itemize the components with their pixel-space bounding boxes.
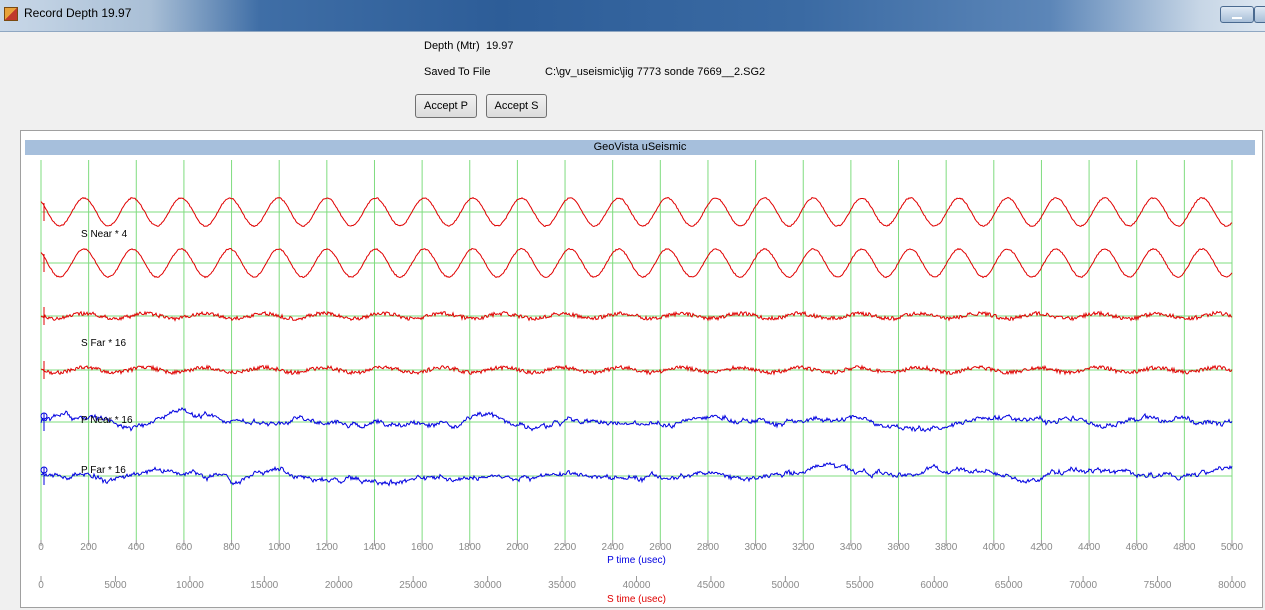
p-axis-title: P time (usec): [607, 555, 666, 566]
depth-label: Depth (Mtr): [424, 40, 480, 52]
s-tick-label-25000: 25000: [399, 580, 427, 591]
p-tick-label-1000: 1000: [268, 542, 291, 553]
p-tick-label-4400: 4400: [1078, 542, 1101, 553]
s-tick-label-0: 0: [38, 580, 44, 591]
p-tick-label-1400: 1400: [363, 542, 386, 553]
p-tick-label-4200: 4200: [1030, 542, 1053, 553]
p-tick-label-0: 0: [38, 542, 44, 553]
p-tick-label-4600: 4600: [1126, 542, 1149, 553]
p-tick-label-5000: 5000: [1221, 542, 1244, 553]
s-tick-label-35000: 35000: [548, 580, 576, 591]
p-tick-label-3800: 3800: [935, 542, 958, 553]
saved-label: Saved To File: [424, 66, 491, 78]
minimize-button[interactable]: [1220, 6, 1254, 23]
title-bar: Record Depth 19.97: [0, 0, 1265, 32]
s-tick-label-75000: 75000: [1144, 580, 1172, 591]
p-tick-label-200: 200: [80, 542, 97, 553]
trace-marker-circle-5: [40, 466, 48, 474]
p-tick-label-4800: 4800: [1173, 542, 1196, 553]
p-tick-label-3000: 3000: [744, 542, 767, 553]
p-tick-label-2600: 2600: [649, 542, 672, 553]
s-axis-title: S time (usec): [607, 594, 666, 605]
trace-label-3: S Far * 16: [81, 338, 126, 349]
app-icon: [4, 7, 18, 21]
depth-value: 19.97: [486, 40, 514, 52]
trace-1: [40, 247, 1233, 279]
s-tick-label-55000: 55000: [846, 580, 874, 591]
p-tick-label-1800: 1800: [459, 542, 482, 553]
s-tick-label-40000: 40000: [623, 580, 651, 591]
p-tick-label-4000: 4000: [983, 542, 1006, 553]
s-tick-label-65000: 65000: [995, 580, 1023, 591]
s-tick-label-70000: 70000: [1069, 580, 1097, 591]
trace-label-5: P Far * 16: [81, 465, 126, 476]
s-tick-label-5000: 5000: [104, 580, 127, 591]
s-tick-label-30000: 30000: [474, 580, 502, 591]
p-tick-label-3200: 3200: [792, 542, 815, 553]
trace-3: [40, 364, 1233, 376]
p-tick-label-2200: 2200: [554, 542, 577, 553]
trace-4: [40, 406, 1233, 433]
accept-s-button[interactable]: Accept S: [486, 94, 547, 118]
window-title: Record Depth 19.97: [24, 6, 132, 20]
p-tick-label-800: 800: [223, 542, 240, 553]
s-tick-label-60000: 60000: [920, 580, 948, 591]
trace-label-4: P Near * 16: [81, 415, 133, 426]
p-tick-label-1200: 1200: [316, 542, 339, 553]
s-tick-label-45000: 45000: [697, 580, 725, 591]
p-tick-label-1600: 1600: [411, 542, 434, 553]
trace-marker-circle-4: [40, 412, 48, 420]
s-tick-label-50000: 50000: [771, 580, 799, 591]
saved-file-path: C:\gv_useismic\jig 7773 sonde 7669__2.SG…: [545, 66, 766, 78]
trace-5: [40, 461, 1233, 487]
s-tick-label-20000: 20000: [325, 580, 353, 591]
s-tick-label-80000: 80000: [1218, 580, 1246, 591]
maximize-button[interactable]: [1254, 6, 1265, 23]
accept-p-button[interactable]: Accept P: [415, 94, 477, 118]
s-tick-label-15000: 15000: [250, 580, 278, 591]
p-tick-label-400: 400: [128, 542, 145, 553]
p-tick-label-3400: 3400: [840, 542, 863, 553]
p-tick-label-2400: 2400: [602, 542, 625, 553]
s-tick-label-10000: 10000: [176, 580, 204, 591]
p-tick-label-2000: 2000: [506, 542, 529, 553]
trace-0: [40, 196, 1233, 228]
p-tick-label-2800: 2800: [697, 542, 720, 553]
chart-title: GeoVista uSeismic: [25, 140, 1255, 155]
p-tick-label-3600: 3600: [887, 542, 910, 553]
trace-2: [40, 310, 1233, 322]
p-tick-label-600: 600: [176, 542, 193, 553]
trace-label-0: S Near * 4: [81, 229, 128, 240]
